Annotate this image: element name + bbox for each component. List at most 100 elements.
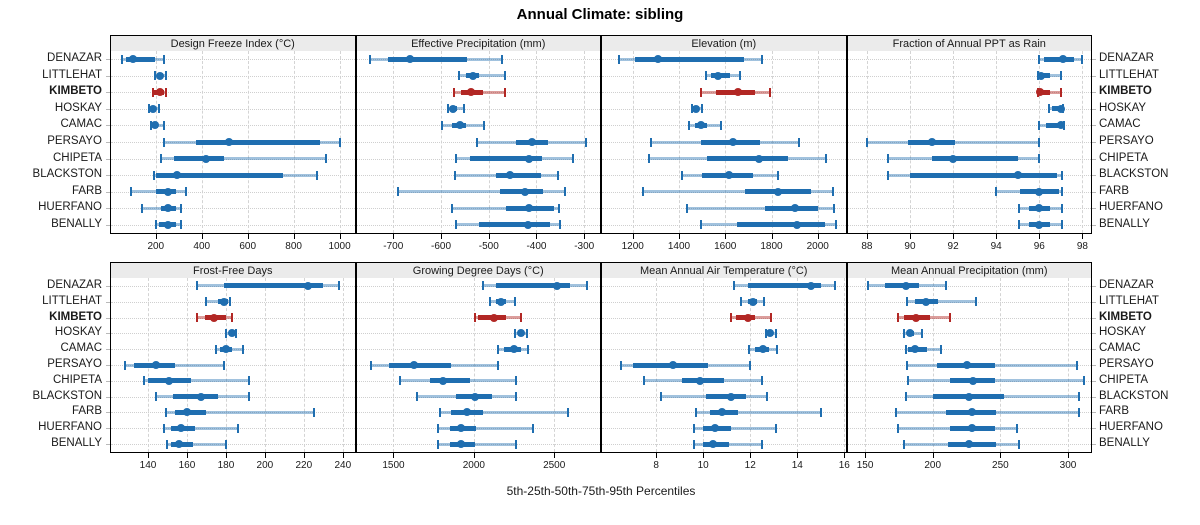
site-label-right: BLACKSTON [1099,168,1169,181]
whisker-cap-high [158,104,160,114]
row-axis-tick [1092,208,1096,210]
axis-tick-label: 14 [791,460,803,471]
median-dot [766,329,775,338]
axis-tick [342,453,344,458]
axis-tick-label: 2000 [806,241,829,252]
row-axis-tick [106,158,110,160]
whisker-cap-high [564,187,567,197]
whisker-cap-high [1015,423,1018,433]
row-guide [602,208,846,210]
row-guide [111,224,355,226]
median-dot [151,361,160,369]
row-axis-tick [1092,380,1096,382]
median-dot [517,329,526,338]
row-guide [356,349,600,351]
axis-tick-label: 1500 [382,460,405,471]
row-axis-tick [1092,444,1096,446]
axis-tick-label: 88 [861,241,873,252]
median-dot [182,408,191,417]
whisker-cap-high [242,344,245,354]
axis-tick [656,453,658,458]
median-dot [774,187,783,196]
iqr-bar [223,283,324,289]
axis-tick [1082,234,1084,239]
whisker-cap-low [866,281,869,291]
site-label-right: CHIPETA [1099,151,1148,164]
row-axis-tick [106,444,110,446]
whisker-cap-high [503,87,506,97]
whisker-cap-high [819,407,822,417]
iqr-bar [705,394,746,400]
whisker-cap-low [129,187,132,197]
median-dot [462,408,471,417]
whisker [167,442,226,446]
iqr-bar [195,139,320,145]
whisker-cap-high [162,54,165,64]
median-dot [807,281,816,290]
median-dot [151,121,160,130]
iqr-bar [1045,122,1062,128]
whisker-cap-high [236,423,239,433]
median-dot [1035,187,1044,196]
site-label-left: FARB [71,405,102,418]
median-dot [1035,204,1044,213]
axis-tick-label: 8 [653,460,659,471]
median-dot [668,361,677,369]
median-dot [1056,121,1065,130]
whisker-cap-high [228,297,231,307]
row-axis-tick [106,191,110,193]
site-label-left: BENALLY [51,437,102,450]
median-dot [470,392,479,401]
whisker-cap-high [325,154,328,164]
whisker-cap-low [159,154,162,164]
row-guide [847,285,1091,287]
median-dot [165,376,174,385]
whisker-cap-low [476,137,479,147]
median-dot [724,171,733,180]
whisker-cap-low [195,313,198,323]
whisker-cap-high [179,203,182,213]
row-axis-tick [1092,301,1096,303]
row-guide [111,108,355,110]
whisker-cap-low [454,170,457,180]
whisker-cap-high [939,344,942,354]
site-label-left: CHIPETA [53,151,102,164]
axis-tick [679,234,680,239]
axis-tick [844,453,846,458]
row-guide [602,125,846,127]
median-dot [965,392,974,401]
median-dot [1037,71,1046,80]
row-guide [356,59,600,61]
row-guide [111,59,355,61]
median-dot [227,329,236,338]
axis-tick [932,453,934,458]
median-dot [967,424,976,433]
row-guide [602,317,846,319]
median-dot [224,138,233,146]
whisker-cap-high [749,360,752,370]
iqr-bar [706,156,788,162]
whisker-cap-low [482,281,485,291]
axis-tick-label: -300 [574,241,595,252]
whisker-cap-low [397,187,400,197]
whisker [438,442,517,446]
whisker-cap-high [1018,439,1021,449]
axis-tick-label: 1800 [760,241,783,252]
row-axis-tick [106,175,110,177]
whisker-cap-high [1060,220,1063,230]
whisker-cap-high [760,439,763,449]
row-axis-tick [1092,412,1096,414]
whisker-cap-high [501,54,504,64]
row-axis-tick [106,428,110,430]
whisker-cap-high [462,104,465,114]
axis-tick-label: 16 [838,460,850,471]
whisker-cap-low [488,297,491,307]
whisker-cap-high [775,328,778,338]
whisker-cap-high [1077,392,1080,402]
row-guide [356,444,600,446]
site-label-left: LITTLEHAT [42,294,102,307]
row-axis-tick [106,365,110,366]
whisker-cap-high [496,360,499,370]
median-dot [708,440,717,449]
whisker-cap-high [798,137,801,147]
